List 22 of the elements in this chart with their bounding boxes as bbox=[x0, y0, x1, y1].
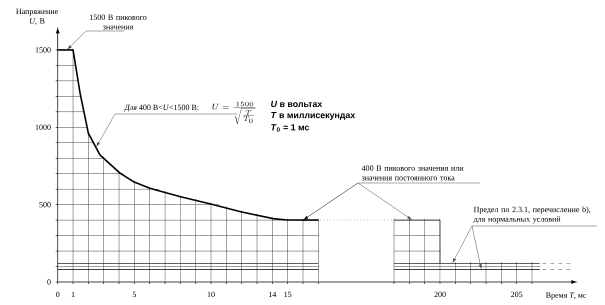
annotation: Для 400 В<U<1500 В: bbox=[124, 104, 198, 112]
y-axis-title: Напряжение U, В bbox=[16, 8, 58, 25]
annotation: U в вольтах bbox=[271, 100, 322, 108]
x-tick-label: 0 bbox=[56, 292, 60, 298]
x-tick-label: 5 bbox=[132, 292, 136, 298]
annotation: Предел по 2.3.1, перечисление b), для нормальных условий bbox=[474, 206, 590, 224]
y-tick-label: 500 bbox=[39, 202, 51, 208]
x-tick-label: 205 bbox=[511, 292, 522, 298]
x-tick-label: 15 bbox=[284, 292, 292, 298]
annotation: T в миллисекундах bbox=[271, 112, 356, 120]
y-tick-label: 1500 bbox=[36, 47, 51, 53]
annotation: T$_{0}$ = 1 мс bbox=[271, 124, 310, 132]
x-tick-label: 1 bbox=[72, 292, 75, 297]
x-tick-label: 10 bbox=[208, 292, 215, 298]
annotation: 1500 В пикового значения bbox=[90, 14, 146, 30]
annotation: 400 В пикового значения или значения постоянного тока bbox=[362, 165, 464, 180]
x-tick-label: 200 bbox=[434, 292, 446, 298]
annotation: $U=\frac{1500}{\sqrt{\frac{T}{T_0}}}$ bbox=[212, 102, 256, 124]
y-tick-label: 0 bbox=[47, 279, 51, 285]
x-tick-label: 14 bbox=[269, 292, 276, 297]
y-tick-label: 1000 bbox=[36, 124, 51, 130]
x-axis-title: Время T, мс bbox=[546, 292, 586, 300]
